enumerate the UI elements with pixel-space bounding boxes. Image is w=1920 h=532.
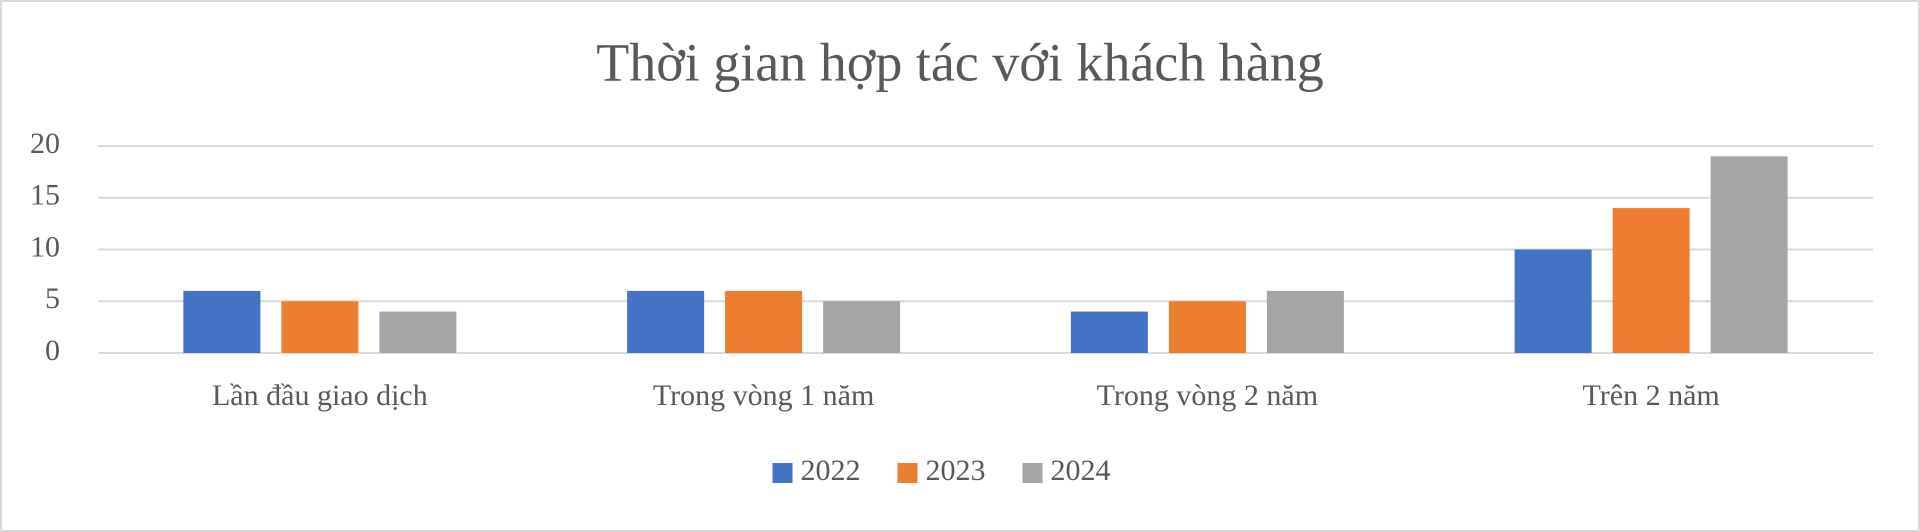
- bar: [1612, 208, 1690, 353]
- bar: [1168, 301, 1246, 353]
- legend-label: 2022: [801, 454, 861, 487]
- x-tick-label: Lần đầu giao dịch: [212, 379, 428, 412]
- bar: [823, 301, 901, 353]
- bar: [281, 301, 359, 353]
- bar: [725, 290, 803, 353]
- y-tick-label: 5: [45, 282, 60, 315]
- bar: [379, 311, 457, 353]
- bar: [1710, 156, 1788, 353]
- x-tick-label: Trong vòng 1 năm: [653, 379, 874, 412]
- y-tick-label: 0: [45, 334, 60, 367]
- legend-swatch: [772, 463, 793, 483]
- y-tick-label: 15: [30, 179, 60, 212]
- x-tick-label: Trong vòng 2 năm: [1097, 379, 1318, 412]
- bar: [1514, 249, 1592, 353]
- chart-title: Thời gian hợp tác với khách hàng: [596, 32, 1323, 92]
- bar: [1070, 311, 1148, 353]
- legend-label: 2023: [926, 454, 986, 487]
- bar: [1266, 290, 1344, 353]
- y-tick-label: 20: [30, 127, 60, 160]
- y-tick-label: 10: [30, 230, 60, 263]
- bar: [183, 290, 261, 353]
- legend-swatch: [897, 463, 918, 483]
- x-tick-label: Trên 2 năm: [1583, 379, 1720, 412]
- legend-label: 2024: [1051, 454, 1111, 487]
- legend-swatch: [1022, 463, 1043, 483]
- bar: [627, 290, 705, 353]
